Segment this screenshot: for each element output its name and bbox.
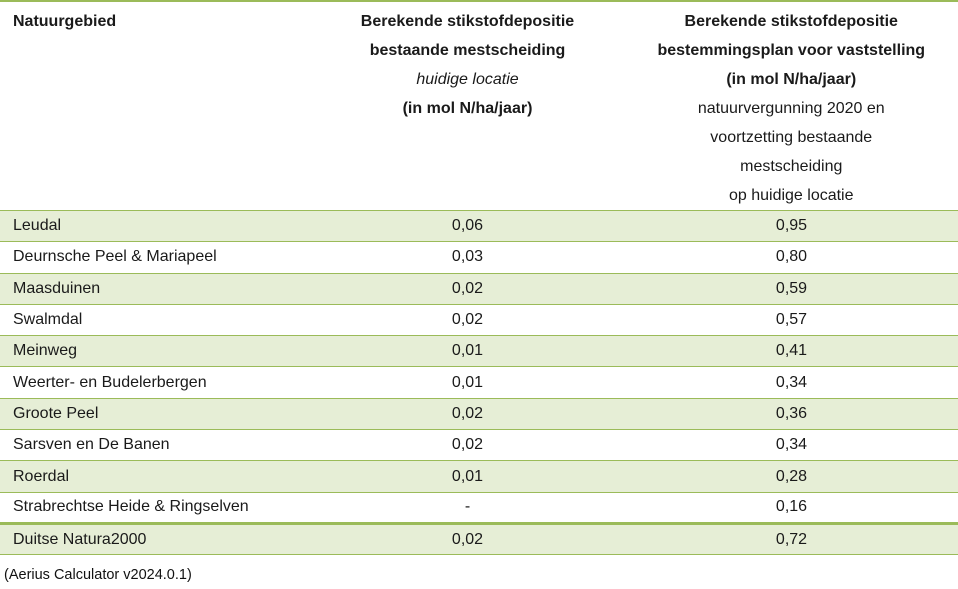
header-col3-line: natuurvergunning 2020 en: [697, 100, 885, 117]
header-col3-line: voortzetting bestaande: [710, 129, 873, 146]
header-col3-line: (in mol N/ha/jaar): [726, 71, 857, 88]
header-cell-natuurgebied: Natuurgebied: [0, 0, 310, 211]
area-name-cell: Duitse Natura2000: [0, 521, 310, 556]
table-row: Weerter- en Budelerbergen 0,01 0,34: [0, 366, 958, 399]
existing-deposition-cell: 0,02: [310, 304, 625, 337]
area-name-cell: Groote Peel: [0, 398, 310, 431]
area-name-cell: Sarsven en De Banen: [0, 429, 310, 462]
header-cell-plan: Berekende stikstofdepositie bestemmingsp…: [625, 0, 958, 211]
existing-deposition-cell: 0,02: [310, 521, 625, 556]
plan-deposition-cell: 0,34: [625, 366, 958, 399]
header-col2-line: (in mol N/ha/jaar): [402, 100, 533, 117]
existing-deposition-cell: 0,06: [310, 210, 625, 243]
plan-deposition-cell: 0,80: [625, 241, 958, 274]
header-col2-line: bestaande mestscheiding: [369, 42, 566, 59]
plan-deposition-cell: 0,28: [625, 460, 958, 493]
header-cell-existing: Berekende stikstofdepositie bestaande me…: [310, 0, 625, 211]
area-name-cell: Swalmdal: [0, 304, 310, 337]
plan-deposition-cell: 0,34: [625, 429, 958, 462]
plan-deposition-cell: 0,16: [625, 492, 958, 524]
plan-deposition-cell: 0,36: [625, 398, 958, 431]
deposition-table: Natuurgebied Berekende stikstofdepositie…: [0, 0, 958, 556]
existing-deposition-cell: 0,02: [310, 398, 625, 431]
plan-deposition-cell: 0,72: [625, 521, 958, 556]
area-name-cell: Strabrechtse Heide & Ringselven: [0, 492, 310, 524]
table-row: Maasduinen 0,02 0,59: [0, 273, 958, 305]
existing-deposition-cell: 0,02: [310, 429, 625, 462]
plan-deposition-cell: 0,41: [625, 335, 958, 368]
area-name-cell: Maasduinen: [0, 273, 310, 305]
existing-deposition-cell: 0,01: [310, 460, 625, 493]
header-row: Natuurgebied Berekende stikstofdepositie…: [0, 0, 958, 211]
table-header: Natuurgebied Berekende stikstofdepositie…: [0, 0, 958, 211]
table-row: Roerdal 0,01 0,28: [0, 460, 958, 493]
plan-deposition-cell: 0,95: [625, 210, 958, 243]
existing-deposition-cell: 0,03: [310, 241, 625, 274]
table-row: Deurnsche Peel & Mariapeel 0,03 0,80: [0, 241, 958, 274]
existing-deposition-cell: 0,01: [310, 366, 625, 399]
header-col3-line: bestemmingsplan voor vaststelling: [657, 42, 926, 59]
header-col3-line: mestscheiding: [740, 158, 843, 175]
table-body: Leudal 0,06 0,95 Deurnsche Peel & Mariapeel…: [0, 210, 958, 556]
area-name-cell: Weerter- en Budelerbergen: [0, 366, 310, 399]
header-col3-line: op huidige locatie: [728, 187, 854, 204]
header-col2-line: huidige locatie: [416, 71, 519, 88]
header-col3-line: Berekende stikstofdepositie: [684, 13, 898, 30]
table-row: Groote Peel 0,02 0,36: [0, 398, 958, 431]
table-row: Strabrechtse Heide & Ringselven -0,16: [0, 492, 958, 524]
source-caption: (Aerius Calculator v2024.0.1): [4, 567, 192, 584]
table-row: Meinweg 0,01 0,41: [0, 335, 958, 368]
header-col1-label: Natuurgebied: [13, 13, 117, 30]
existing-deposition-cell: -: [310, 492, 625, 524]
header-col2-line: Berekende stikstofdepositie: [360, 13, 575, 30]
existing-deposition-cell: 0,02: [310, 273, 625, 305]
table-row: Leudal 0,06 0,95: [0, 210, 958, 243]
plan-deposition-cell: 0,57: [625, 304, 958, 337]
area-name-cell: Roerdal: [0, 460, 310, 493]
table-row: Duitse Natura2000 0,02 0,72: [0, 521, 958, 556]
area-name-cell: Deurnsche Peel & Mariapeel: [0, 241, 310, 274]
area-name-cell: Leudal: [0, 210, 310, 243]
table-row: Swalmdal 0,02 0,57: [0, 304, 958, 337]
table-row: Sarsven en De Banen 0,02 0,34: [0, 429, 958, 462]
area-name-cell: Meinweg: [0, 335, 310, 368]
existing-deposition-cell: 0,01: [310, 335, 625, 368]
plan-deposition-cell: 0,59: [625, 273, 958, 305]
